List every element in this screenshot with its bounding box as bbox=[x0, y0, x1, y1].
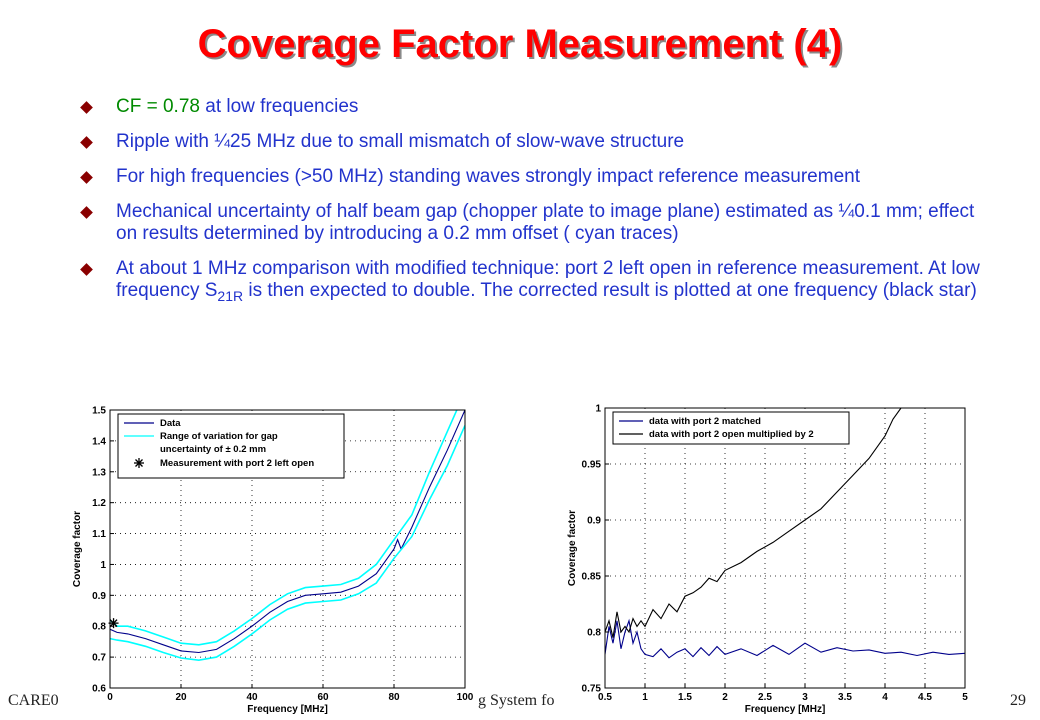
y-tick-label: 1.4 bbox=[92, 436, 106, 447]
bullet-diamond-icon bbox=[80, 171, 93, 184]
bullet-item: At about 1 MHz comparison with modified … bbox=[80, 258, 1000, 307]
series-line bbox=[605, 618, 965, 659]
bullet-text: 21R bbox=[217, 287, 244, 304]
legend-label: uncertainty of ± 0.2 mm bbox=[160, 444, 266, 455]
series-line bbox=[110, 425, 465, 662]
x-tick-label: 20 bbox=[175, 692, 187, 703]
series-line bbox=[110, 410, 458, 646]
x-tick-label: 2.5 bbox=[758, 692, 772, 703]
legend: Data Range of variation for gap uncertaint… bbox=[117, 413, 345, 479]
x-tick-label: 3.5 bbox=[838, 692, 852, 703]
x-axis-label: Frequency [MHz] bbox=[745, 704, 826, 715]
x-tick-label: 80 bbox=[388, 692, 400, 703]
legend-label: data with port 2 open multiplied by 2 bbox=[649, 429, 814, 440]
x-tick-label: 60 bbox=[317, 692, 329, 703]
bullet-text: Mechanical uncertainty of half beam gap … bbox=[116, 201, 975, 244]
chart-coverage-vs-frequency: 0 20 40 60 80 100 0.6 0.7 0.8 0.9 1 1.1 1.2 1.3 1.4 1.5… bbox=[72, 406, 474, 716]
bullet-diamond-icon bbox=[80, 206, 93, 219]
x-tick-label: 3 bbox=[802, 692, 808, 703]
bullet-item: For high frequencies (>50 MHz) standing … bbox=[80, 166, 1000, 188]
y-tick-label: 0.7 bbox=[92, 653, 106, 664]
x-tick-label: 4 bbox=[882, 692, 888, 703]
legend-box bbox=[117, 413, 345, 479]
y-axis-label: Coverage factor bbox=[72, 511, 83, 587]
y-axis-label: Coverage factor bbox=[567, 510, 578, 586]
x-tick-label: 1 bbox=[642, 692, 648, 703]
legend-label: Measurement with port 2 left open bbox=[160, 458, 314, 469]
bullet-item: Ripple with ¼25 MHz due to small mismatc… bbox=[80, 131, 1000, 153]
y-tick-label: 1.2 bbox=[92, 498, 106, 509]
x-tick-label: 5 bbox=[962, 692, 968, 703]
legend-label: Range of variation for gap bbox=[160, 431, 278, 442]
legend-box bbox=[612, 411, 850, 445]
y-tick-label: 0.8 bbox=[587, 628, 601, 639]
footer-mid: g System fo bbox=[478, 692, 555, 709]
x-tick-label: 0.5 bbox=[598, 692, 612, 703]
slide-title: Coverage Factor Measurement (4) bbox=[197, 22, 843, 66]
legend: data with port 2 matched data with port 2… bbox=[612, 411, 850, 445]
bullet-list: CF = 0.78 at low frequencies Ripple with … bbox=[80, 96, 1000, 320]
bullet-diamond-icon bbox=[80, 263, 93, 276]
bullet-text: CF = 0.78 bbox=[116, 96, 200, 117]
y-tick-label: 0.9 bbox=[587, 516, 601, 527]
legend-label: data with port 2 matched bbox=[649, 416, 761, 427]
x-tick-label: 100 bbox=[457, 692, 474, 703]
x-tick-label: 40 bbox=[246, 692, 258, 703]
x-tick-label: 0 bbox=[107, 692, 113, 703]
bullet-diamond-icon bbox=[80, 136, 93, 149]
footer-left: CARE0 bbox=[8, 692, 59, 709]
bullet-item: Mechanical uncertainty of half beam gap … bbox=[80, 201, 1000, 245]
y-tick-label: 1.5 bbox=[92, 406, 106, 417]
y-tick-label: 1 bbox=[595, 404, 601, 415]
page-number: 29 bbox=[1010, 692, 1026, 709]
y-tick-label: 0.95 bbox=[582, 460, 602, 471]
y-tick-label: 0.9 bbox=[92, 591, 106, 602]
y-tick-label: 0.8 bbox=[92, 622, 106, 633]
bullet-text: For high frequencies (>50 MHz) standing … bbox=[116, 166, 860, 187]
x-tick-label: 4.5 bbox=[918, 692, 932, 703]
y-tick-label: 1.1 bbox=[92, 529, 106, 540]
legend-star-icon bbox=[134, 458, 144, 468]
bullet-text: is then expected to double. The correcte… bbox=[243, 280, 977, 301]
y-tick-label: 0.85 bbox=[582, 572, 602, 583]
y-tick-label: 0.6 bbox=[92, 684, 106, 695]
x-tick-label: 1.5 bbox=[678, 692, 692, 703]
axes-frame bbox=[604, 407, 966, 689]
y-tick-label: 0.75 bbox=[582, 684, 602, 695]
series-line bbox=[605, 408, 902, 638]
bullet-text: At about 1 MHz comparison with modified … bbox=[116, 258, 980, 301]
bullet-text: Ripple with ¼25 MHz due to small mismatc… bbox=[116, 131, 685, 152]
chart-coverage-low-frequency: 0.5 1 1.5 2 2.5 3 3.5 4 4.5 5 0.75 0.8 0.85 0.9 0.95 1 F… bbox=[567, 404, 968, 716]
x-axis-label: Frequency [MHz] bbox=[247, 704, 328, 715]
x-tick-label: 2 bbox=[722, 692, 728, 703]
bullet-text: at low frequencies bbox=[199, 96, 359, 117]
bullet-item: CF = 0.78 at low frequencies bbox=[80, 96, 1000, 118]
axes-frame bbox=[109, 409, 466, 689]
legend-label: Data bbox=[160, 418, 181, 429]
y-tick-label: 1.3 bbox=[92, 467, 106, 478]
series-line bbox=[110, 410, 465, 654]
plot-area bbox=[605, 408, 965, 688]
y-tick-label: 1 bbox=[100, 560, 106, 571]
bullet-diamond-icon bbox=[80, 101, 93, 114]
